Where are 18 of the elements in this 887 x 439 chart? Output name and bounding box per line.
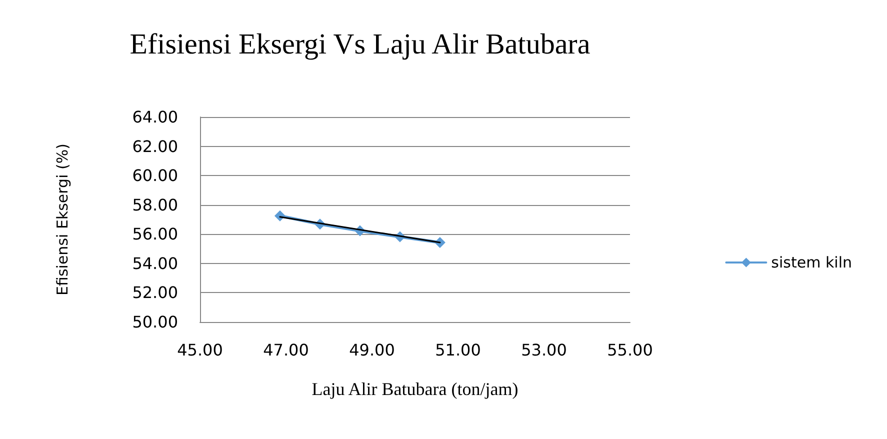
x-tick-label: 47.00	[263, 340, 309, 360]
y-tick-label: 52.00	[132, 283, 178, 302]
y-tick-label: 56.00	[132, 224, 178, 244]
x-tick-label: 53.00	[521, 340, 567, 360]
chart-title: Efisiensi Eksergi Vs Laju Alir Batubara	[130, 28, 590, 60]
y-tick-label: 58.00	[132, 195, 178, 214]
legend-label: sistem kiln	[771, 254, 852, 272]
x-tick-label: 49.00	[349, 340, 395, 360]
y-tick-label: 60.00	[132, 166, 178, 186]
y-tick-label: 64.00	[132, 108, 178, 126]
x-tick-label: 51.00	[435, 340, 481, 360]
y-tick-label: 54.00	[132, 254, 178, 273]
x-tick-label: 45.00	[177, 340, 223, 360]
y-tick-label: 62.00	[132, 136, 178, 156]
x-axis-title: Laju Alir Batubara (ton/jam)	[312, 379, 518, 399]
y-axis-title: Efisiensi Eksergi (%)	[54, 144, 72, 296]
x-tick-label: 55.00	[607, 340, 653, 360]
y-tick-label: 50.00	[132, 312, 178, 332]
